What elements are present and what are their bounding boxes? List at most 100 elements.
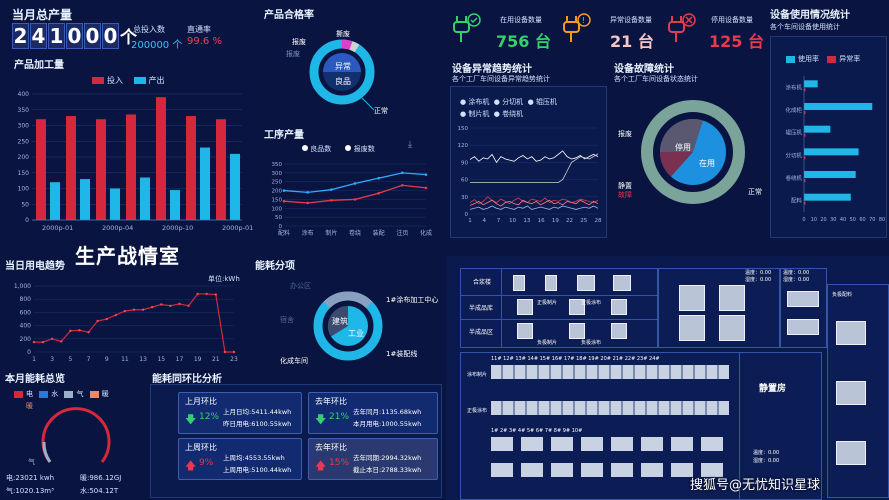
label-normal: 正常	[374, 106, 388, 115]
power-point	[32, 340, 36, 344]
power-point	[132, 308, 136, 311]
y-tick-label: 250	[272, 180, 283, 186]
label-fault: 故障	[618, 190, 632, 199]
bar-output	[140, 177, 150, 220]
floor-section-top-left: 合浆楼 半成品库 半成品区 正极制片 正极涂布 负极制片 负极涂布	[460, 268, 658, 348]
bar-abnormal	[804, 133, 806, 137]
static-room-label: 静置房	[759, 384, 787, 394]
label-good: 良品	[335, 76, 351, 86]
y-tick-label: 0	[279, 224, 283, 230]
device-trend-chart: 0 30 60 90 120 150 1 4 7 10 13 16 19 22 25 28	[458, 126, 602, 224]
storage-label: 负极配料	[832, 292, 853, 298]
temp-readout: 温度：0.00	[753, 450, 780, 456]
category-label: 涂布机	[785, 83, 802, 91]
x-tick-label: 10	[811, 217, 817, 223]
device-online-value: 756 台	[496, 32, 551, 51]
y-tick-label: 250	[18, 138, 30, 145]
y-tick-label: 150	[272, 197, 283, 203]
x-tick-label: 13	[139, 356, 147, 363]
pass-rate-title: 产品合格率	[264, 10, 314, 21]
series-point	[282, 199, 286, 203]
bar-input	[66, 116, 76, 220]
energy-gas: 气:1020.13m³	[6, 487, 54, 495]
bar-input	[36, 119, 46, 220]
bar-output	[200, 147, 210, 220]
x-tick-label: 2000p-01	[42, 224, 73, 232]
card-line1: 上月日均:5411.44kwh	[223, 408, 292, 416]
y-tick-label: 350	[272, 162, 283, 168]
bar-input	[96, 119, 106, 220]
device-fault-title: 设备故障统计	[614, 64, 674, 75]
temp-readout: 温度：0.00	[783, 270, 810, 276]
power-point	[41, 340, 45, 344]
series-point	[377, 176, 380, 180]
category-label: 化成柜	[785, 106, 802, 114]
label-line2: 1#装配线	[386, 349, 417, 358]
y-tick-label: 350	[18, 107, 30, 114]
x-tick-label: 2000p-10	[162, 224, 193, 232]
monthly-energy-ring: 暖 气	[26, 402, 111, 466]
device-usage-title: 设备使用情况统计	[770, 10, 850, 21]
bar-usage	[804, 80, 818, 88]
power-point	[60, 340, 63, 343]
device-abnormal-block: ! 异常设备数量 21 台	[560, 6, 670, 51]
legend-output-swatch	[133, 77, 146, 84]
humid-readout: 湿度：0.00	[783, 277, 810, 283]
legend-slitter: 分切机	[502, 98, 524, 106]
label-building: 建筑	[332, 316, 348, 326]
trend-line	[469, 199, 599, 207]
y-tick-label: 200	[272, 189, 283, 195]
label-rework: 报废	[292, 37, 306, 46]
energy-electric: 电:23021 kwh	[6, 474, 55, 482]
x-tick-label: 30	[830, 217, 836, 223]
compare-card-last-week: 上周环比 🡅 9% 上周均:4553.55kwh 上周用电:5100.44kwh	[178, 438, 302, 480]
fault-fault-slice	[660, 152, 693, 177]
series-point	[424, 173, 428, 176]
power-trend-title: 当日用电趋势	[5, 261, 65, 272]
card-line1: 上周均:4553.55kwh	[223, 454, 285, 462]
x-tick-label: 16	[538, 218, 545, 224]
card-title: 去年环比	[315, 397, 347, 406]
x-tick-label: 5	[68, 356, 72, 363]
x-tick-label: 13	[523, 218, 530, 224]
machine-labels-bottom: 1# 2# 3# 4# 5# 6# 7# 8# 9# 10#	[491, 428, 583, 434]
legend-reject: 报废数	[353, 145, 375, 153]
humid-readout: 湿度：0.00	[753, 458, 780, 464]
series-point	[306, 201, 309, 205]
x-tick-label: 23	[230, 356, 238, 363]
card-title: 去年环比	[315, 443, 347, 452]
plug-stopped-icon	[667, 10, 697, 50]
device-stopped-block: 停用设备数量 125 台	[665, 6, 775, 51]
energy-building-slice	[328, 306, 348, 337]
floor-plan: 合浆楼 半成品库 半成品区 正极制片 正极涂布 负极制片 负极涂布 温度：0.0…	[446, 256, 889, 500]
x-tick-label: 注页	[396, 229, 408, 237]
x-tick-label: 化成	[420, 229, 432, 237]
series-point	[330, 199, 333, 202]
x-tick-label: 装配	[373, 229, 385, 237]
ring-label-warm: 暖	[26, 402, 33, 410]
device-online-block: 在用设备数量 756 台	[450, 6, 560, 51]
device-trend-title: 设备异常趋势统计	[452, 64, 532, 75]
legend-electric: 电	[26, 390, 33, 398]
card-title: 上周环比	[185, 443, 217, 452]
x-tick-label: 0	[802, 217, 805, 223]
series-point	[424, 186, 428, 190]
y-tick-label: 1,000	[14, 283, 31, 290]
y-tick-label: 0	[465, 212, 469, 218]
y-tick-label: 800	[20, 296, 32, 303]
y-tick-label: 300	[18, 123, 30, 130]
area-label: 正极涂布	[581, 300, 602, 306]
legend-output-label: 产出	[148, 76, 165, 85]
power-point	[123, 309, 127, 313]
monthly-energy-legend: 电 水 气 暖	[14, 389, 109, 399]
x-tick-label: 21	[212, 356, 220, 363]
process-output-title: 工序产量	[264, 130, 304, 141]
device-trend-subtitle: 各个工厂车间设备异常趋势统计	[452, 75, 550, 83]
row-label: 合浆楼	[473, 279, 492, 286]
bar-abnormal	[804, 111, 806, 114]
download-icon[interactable]: ⤓	[408, 140, 412, 150]
y-tick-label: 120	[458, 143, 469, 149]
label-office: 办公区	[290, 281, 311, 290]
